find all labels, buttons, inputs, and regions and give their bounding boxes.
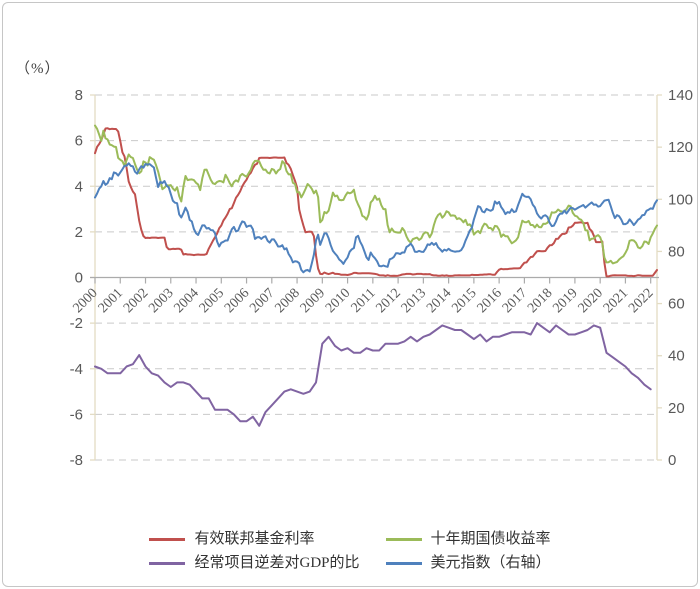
x-axis-year-label: 2020 <box>576 286 606 316</box>
left-axis: 8 6 4 2 0 -2 -4 -6 -8 <box>70 87 96 469</box>
left-axis-tick-label: -8 <box>70 452 83 469</box>
x-axis-year-label: 2013 <box>399 286 429 316</box>
legend-item-current-account-gdp: 经常项目逆差对GDP的比 <box>149 554 360 572</box>
left-axis-tick-label: -6 <box>70 406 83 423</box>
x-axis-year-label: 2017 <box>500 286 530 316</box>
x-axis-year-label: 2000 <box>70 286 100 316</box>
legend-line-swatch-blue <box>385 561 422 565</box>
legend-grid: 有效联邦基金利率 十年期国债收益率 经常项目逆差对GDP的比 美元指数（右轴） <box>149 530 551 572</box>
left-axis-tick-label: -2 <box>70 315 83 332</box>
x-axis-year-label: 2011 <box>349 286 379 316</box>
series-line-current-account-gdp <box>94 322 652 427</box>
x-axis-year-label: 2003 <box>146 286 176 316</box>
left-axis-tick-label: 0 <box>75 270 83 287</box>
right-axis-tick-label: 40 <box>668 348 685 365</box>
x-axis-year-label: 2019 <box>550 286 580 316</box>
x-axis-year-label: 2006 <box>222 286 252 316</box>
legend-item-10y-treasury-yield: 十年期国债收益率 <box>385 530 551 548</box>
gridlines <box>95 94 657 461</box>
x-axis-year-label: 2015 <box>449 286 479 316</box>
legend-item-fed-funds-rate: 有效联邦基金利率 <box>149 530 359 548</box>
series-line-10y-treasury-yield <box>94 124 658 265</box>
left-axis-tick-label: 6 <box>75 133 83 150</box>
right-axis-tick-label: 120 <box>668 139 693 156</box>
x-axis-year-label: 2009 <box>298 286 328 316</box>
right-axis: 140 120 100 80 60 40 20 0 <box>656 87 693 469</box>
right-axis-tick-label: 140 <box>668 87 693 104</box>
legend-line-swatch-purple <box>149 561 186 565</box>
x-axis-year-label: 2010 <box>323 286 353 316</box>
x-axis-year-label: 2018 <box>525 286 555 316</box>
x-axis-year-label: 2014 <box>424 286 454 316</box>
right-axis-tick-label: 60 <box>668 296 685 313</box>
x-axis-year-label: 2016 <box>475 286 505 316</box>
series-line-fed-funds-rate <box>94 127 658 278</box>
left-axis-tick-label: -4 <box>70 361 83 378</box>
right-axis-tick-label: 20 <box>668 400 685 417</box>
x-axis-year-label: 2012 <box>374 286 404 316</box>
x-axis-year-label: 2022 <box>626 286 656 316</box>
chart-canvas: 86420-2-4-6-8140120100806040200200020012… <box>70 87 693 469</box>
x-axis-year-label: 2001 <box>96 286 126 316</box>
left-axis-tick-label: 4 <box>75 178 83 195</box>
x-axis-year-label: 2002 <box>121 286 151 316</box>
legend-label-10y-treasury-yield: 十年期国债收益率 <box>430 531 551 547</box>
right-axis-tick-label: 100 <box>668 191 693 208</box>
legend-item-dollar-index: 美元指数（右轴） <box>385 554 551 572</box>
legend: 有效联邦基金利率 十年期国债收益率 经常项目逆差对GDP的比 美元指数（右轴） <box>3 530 697 572</box>
legend-label-current-account-gdp: 经常项目逆差对GDP的比 <box>194 555 360 571</box>
x-axis-year-label: 2004 <box>171 286 201 316</box>
x-axis-year-label: 2021 <box>601 286 631 316</box>
x-axis-year-label: 2008 <box>272 286 302 316</box>
legend-label-dollar-index: 美元指数（右轴） <box>430 555 551 571</box>
left-axis-tick-label: 8 <box>75 87 83 104</box>
x-axis: 2000200120022003200420052006200720082009… <box>70 276 659 316</box>
x-axis-year-label: 2005 <box>197 286 227 316</box>
legend-line-swatch-green <box>385 537 422 541</box>
x-axis-year-label: 2007 <box>247 286 277 316</box>
left-axis-tick-label: 2 <box>75 224 83 241</box>
legend-label-fed-funds-rate: 有效联邦基金利率 <box>194 531 315 547</box>
series-line-dollar-index <box>94 162 658 274</box>
left-axis-unit-label: （%） <box>15 61 61 77</box>
right-axis-tick-label: 0 <box>668 452 676 469</box>
right-axis-tick-label: 80 <box>668 243 685 260</box>
legend-line-swatch-red <box>149 537 186 541</box>
